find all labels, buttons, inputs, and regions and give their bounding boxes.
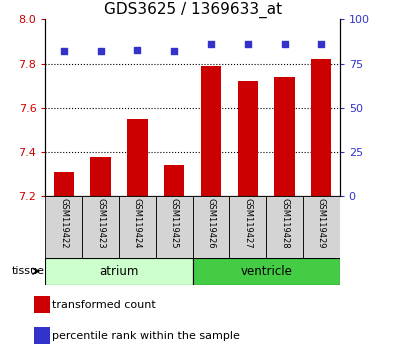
Bar: [311, 59, 331, 196]
Bar: [82, 196, 119, 258]
Bar: [156, 196, 193, 258]
Point: [208, 41, 214, 47]
Bar: [54, 172, 74, 196]
Text: GSM119427: GSM119427: [243, 198, 252, 249]
Text: transformed count: transformed count: [53, 300, 156, 310]
Bar: [127, 119, 147, 196]
Bar: [45, 258, 193, 285]
Text: GSM119429: GSM119429: [317, 198, 326, 249]
Text: GSM119428: GSM119428: [280, 198, 289, 249]
Bar: [229, 196, 266, 258]
Point: [171, 48, 177, 54]
Point: [61, 48, 67, 54]
Bar: [266, 196, 303, 258]
Text: percentile rank within the sample: percentile rank within the sample: [53, 331, 240, 341]
Text: GSM119426: GSM119426: [207, 198, 215, 249]
Bar: [193, 196, 229, 258]
Bar: [303, 196, 340, 258]
Text: GSM119422: GSM119422: [59, 198, 68, 249]
Bar: [45, 196, 82, 258]
Point: [245, 41, 251, 47]
Text: GSM119425: GSM119425: [170, 198, 179, 249]
Bar: [193, 258, 340, 285]
Point: [281, 41, 288, 47]
Bar: [238, 81, 258, 196]
Text: GSM119423: GSM119423: [96, 198, 105, 249]
Text: atrium: atrium: [99, 265, 139, 278]
Bar: [275, 77, 295, 196]
Text: tissue: tissue: [11, 266, 44, 276]
Bar: [34, 296, 50, 313]
Bar: [201, 66, 221, 196]
Bar: [164, 166, 184, 196]
Point: [134, 47, 141, 52]
Text: GSM119424: GSM119424: [133, 198, 142, 249]
Point: [98, 48, 104, 54]
Bar: [34, 327, 50, 344]
Text: ventricle: ventricle: [240, 265, 292, 278]
Bar: [119, 196, 156, 258]
Point: [318, 41, 324, 47]
Bar: [90, 157, 111, 196]
Title: GDS3625 / 1369633_at: GDS3625 / 1369633_at: [103, 2, 282, 18]
